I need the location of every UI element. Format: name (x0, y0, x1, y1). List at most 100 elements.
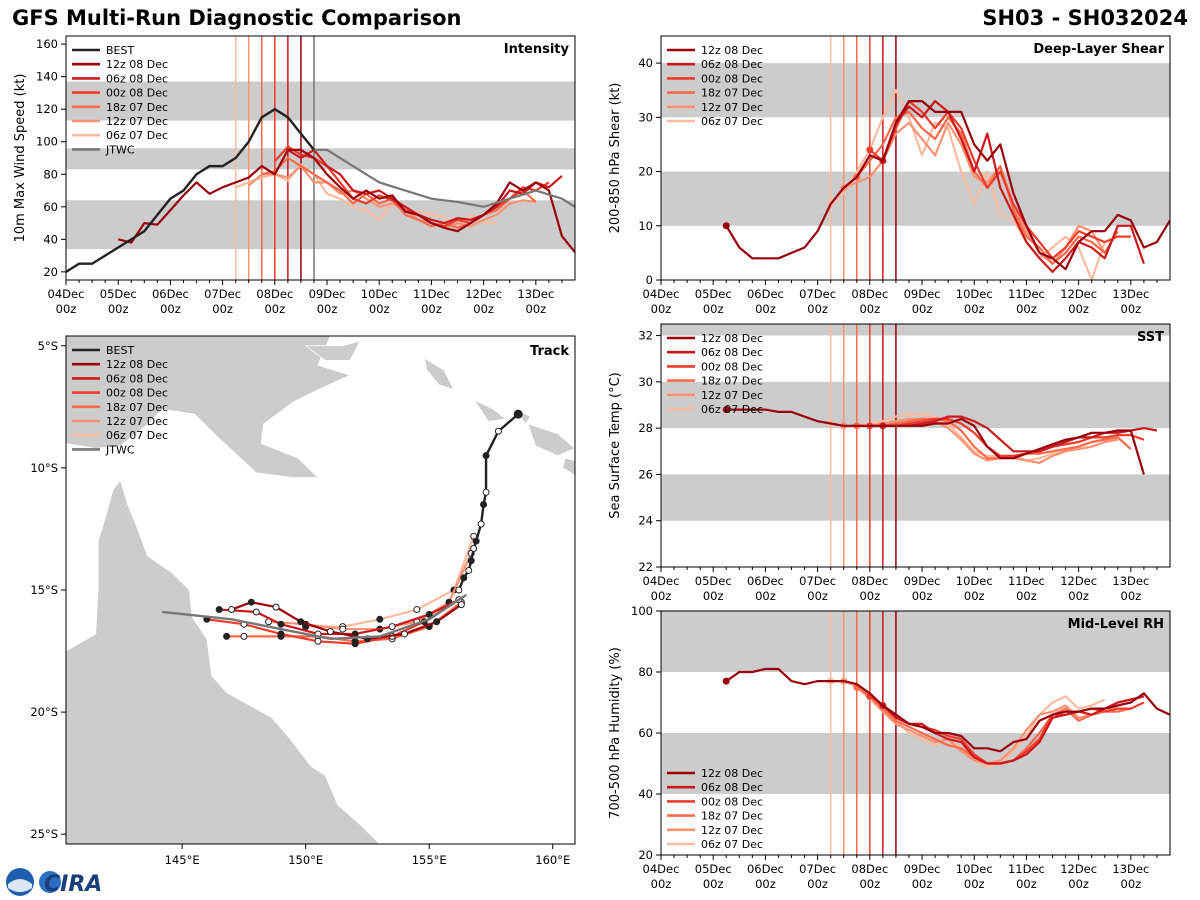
x-tick-label-hour: 00z (859, 302, 880, 316)
x-tick-label-hour: 00z (108, 302, 129, 316)
track-point (401, 630, 409, 638)
track-point (228, 606, 236, 614)
x-tick-label: 04Dec (643, 862, 680, 876)
y-tick-label: 80 (43, 167, 58, 181)
page-title: GFS Multi-Run Diagnostic Comparison (12, 6, 462, 30)
logo-text: CIRA (44, 872, 102, 897)
y-tick-label: 60 (638, 726, 653, 740)
series-line-1 (725, 99, 1170, 271)
legend-label: 06z 07 Dec (701, 115, 763, 128)
x-tick-label: 10Dec (956, 862, 993, 876)
x-tick-label: 13Dec (517, 287, 554, 301)
track-point (433, 618, 441, 626)
x-tick-label: 08Dec (851, 287, 888, 301)
series-line-5 (247, 165, 536, 229)
best-track-point (482, 488, 490, 496)
lat-tick-label: 25°S (30, 827, 58, 841)
x-tick-label: 09Dec (904, 574, 941, 588)
best-track-point (470, 544, 478, 552)
plot-area (661, 36, 1170, 280)
series-line-1 (725, 667, 1170, 753)
track-point (277, 620, 285, 628)
globe-icon (39, 871, 61, 893)
series-line-2 (882, 415, 1158, 453)
best-track-point (465, 566, 473, 574)
y-tick-label: 100 (631, 604, 653, 618)
lat-tick-label: 15°S (30, 583, 58, 597)
jtwc-track-line (162, 593, 467, 641)
plot-area (66, 36, 575, 280)
y-tick-label: 20 (638, 848, 653, 862)
x-tick-label: 06Dec (747, 862, 784, 876)
x-tick-label-hour: 00z (755, 589, 776, 603)
legend-label: 18z 07 Dec (106, 101, 168, 114)
x-tick-label-hour: 00z (964, 589, 985, 603)
panel-sst: 04Dec00z05Dec00z06Dec00z07Dec00z08Dec00z… (608, 323, 1171, 603)
panel-title: Track (530, 344, 569, 359)
legend-label: 18z 07 Dec (701, 87, 763, 100)
y-tick-label: 20 (43, 265, 58, 279)
jtwc-line (313, 148, 575, 208)
track-point (339, 625, 347, 633)
series-start-point (722, 222, 730, 230)
y-tick-label: 28 (638, 421, 653, 435)
legend-label: BEST (106, 344, 134, 357)
legend-label: 00z 08 Dec (106, 387, 168, 400)
y-tick-label: 10 (638, 219, 653, 233)
x-tick-label-hour: 00z (1016, 877, 1037, 891)
series-start-point (722, 677, 730, 685)
x-tick-label: 12Dec (1060, 287, 1097, 301)
band-2 (66, 81, 575, 121)
y-axis-label: 200-850 hPa Shear (kt) (608, 83, 623, 234)
x-tick-label-hour: 00z (703, 589, 724, 603)
best-line (66, 107, 315, 273)
track-point (223, 632, 231, 640)
solomon-island-3 (562, 457, 575, 476)
cira-logo: CIRA (6, 868, 102, 897)
panel-rh: 04Dec00z05Dec00z06Dec00z07Dec00z08Dec00z… (608, 604, 1171, 891)
x-tick-label-hour: 00z (859, 589, 880, 603)
best-track-point (513, 409, 523, 419)
series-line-4 (856, 417, 1132, 460)
band-2 (661, 324, 1170, 336)
legend-label: 06z 08 Dec (701, 346, 763, 359)
x-tick-label-hour: 00z (703, 877, 724, 891)
x-tick-label-hour: 00z (264, 302, 285, 316)
best-track-line (457, 413, 519, 591)
lat-tick-label: 5°S (38, 339, 58, 353)
track-point (425, 610, 433, 618)
panel-title: Deep-Layer Shear (1033, 42, 1164, 57)
band-1 (661, 611, 1170, 672)
legend-label: 00z 08 Dec (701, 360, 763, 373)
x-tick-label-hour: 00z (1068, 302, 1089, 316)
x-tick-label-hour: 00z (473, 302, 494, 316)
y-axis-label: 700-500 hPa Humidity (%) (608, 647, 623, 819)
legend-label: 00z 08 Dec (701, 795, 763, 808)
best-track-point (480, 501, 488, 509)
x-tick-label: 10Dec (361, 287, 398, 301)
y-axis-label: 10m Max Wind Speed (kt) (13, 74, 28, 243)
x-tick-label: 06Dec (747, 574, 784, 588)
x-tick-label: 10Dec (956, 287, 993, 301)
legend-label: 18z 07 Dec (701, 375, 763, 388)
y-tick-label: 80 (638, 665, 653, 679)
best-track-point (482, 452, 490, 460)
series-start-point (866, 146, 874, 154)
lat-tick-label: 20°S (30, 705, 58, 719)
track-point (247, 598, 255, 606)
x-tick-label: 06Dec (747, 287, 784, 301)
legend-label: 06z 08 Dec (106, 72, 168, 85)
x-tick-label: 05Dec (695, 287, 732, 301)
series-line-5 (843, 417, 1118, 464)
y-tick-label: 60 (43, 200, 58, 214)
lon-tick-label: 160°E (535, 853, 570, 867)
legend-label: 00z 08 Dec (106, 87, 168, 100)
y-tick-label: 40 (638, 56, 653, 70)
x-tick-label-hour: 00z (369, 302, 390, 316)
x-tick-label-hour: 00z (1121, 302, 1142, 316)
x-tick-label: 11Dec (1008, 574, 1045, 588)
solomon-island-2 (527, 423, 575, 457)
track-line-3 (206, 598, 460, 645)
